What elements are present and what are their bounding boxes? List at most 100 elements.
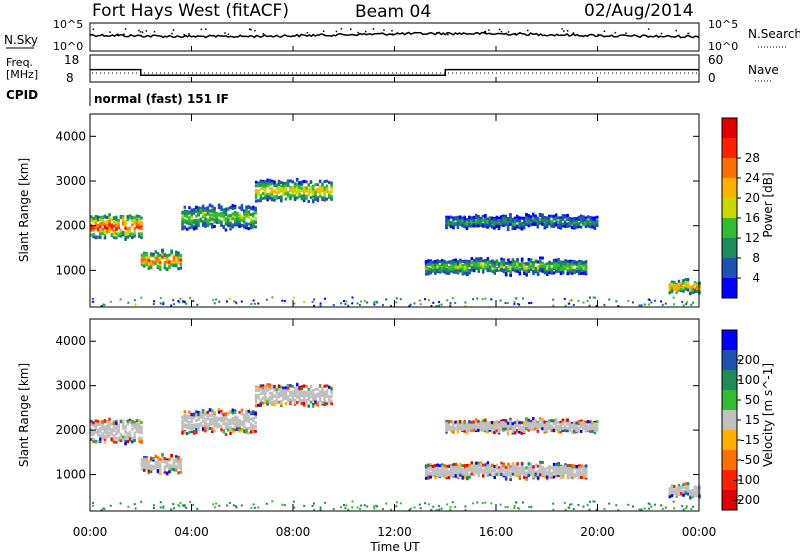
power-cell [188, 226, 191, 230]
velocity-cell [273, 388, 276, 392]
power-cell [468, 268, 471, 272]
power-cell [224, 217, 228, 221]
power-cell [696, 285, 699, 289]
power-cell [684, 280, 687, 284]
velocity-cell [183, 414, 187, 417]
power-cell [147, 267, 151, 270]
velocity-cell [245, 430, 248, 434]
power-cell [445, 219, 448, 223]
velocity-cell [291, 393, 294, 397]
power-cell [568, 302, 571, 305]
power-cell [108, 222, 111, 226]
velocity-cell [447, 427, 450, 431]
velocity-cell [298, 385, 301, 389]
velocity-cell [159, 462, 162, 466]
velocity-cell [249, 425, 253, 429]
velocity-cell [108, 434, 111, 438]
power-cell [682, 281, 685, 285]
velocity-cell [325, 392, 329, 396]
velocity-cell [156, 465, 160, 469]
velocity-cell [264, 401, 267, 405]
power-cell [513, 220, 517, 224]
power-cell [254, 208, 257, 211]
power-cell [281, 299, 284, 302]
velocity-cell [90, 438, 93, 441]
power-cell [559, 261, 563, 265]
power-cell [541, 218, 544, 222]
velocity-cell [131, 436, 134, 440]
power-cell [108, 230, 111, 233]
power-cell [190, 225, 193, 229]
power-cell [289, 179, 292, 183]
velocity-cell [520, 462, 524, 466]
velocity-cell [259, 403, 262, 407]
velocity-cell [568, 465, 572, 469]
velocity-cell [147, 463, 151, 467]
velocity-cell [314, 400, 317, 404]
velocity-cell [463, 427, 466, 431]
velocity-cell [115, 431, 118, 435]
power-cell [153, 300, 155, 303]
power-cell [518, 223, 521, 227]
velocity-cell [204, 417, 207, 421]
velocity-cell [99, 434, 102, 437]
power-cell [516, 214, 519, 218]
velocity-cell [445, 424, 448, 427]
velocity-cell [468, 428, 471, 432]
power-cell [296, 178, 299, 182]
power-cell [195, 221, 198, 225]
power-cell [172, 263, 176, 267]
velocity-cell [427, 475, 430, 479]
velocity-cell [213, 424, 216, 428]
power-cell [474, 222, 478, 225]
velocity-cell [195, 425, 198, 429]
power-cell [504, 261, 508, 265]
power-cell [493, 217, 496, 221]
velocity-cell [468, 464, 471, 468]
velocity-cell [500, 461, 503, 465]
velocity-cell [550, 474, 554, 477]
noise-search-point [153, 30, 156, 33]
power-cell [266, 184, 269, 188]
power-cell [196, 303, 199, 306]
velocity-cell [257, 396, 260, 400]
power-cell [575, 219, 578, 223]
power-cell [536, 217, 540, 221]
power-cell [527, 258, 531, 261]
velocity-cell [147, 471, 151, 475]
velocity-cell [438, 468, 442, 472]
velocity-cell [268, 387, 272, 391]
power-cell [233, 223, 237, 227]
power-cell [525, 219, 528, 223]
velocity-cell [273, 403, 276, 407]
velocity-cell [495, 429, 498, 433]
velocity-cell [459, 423, 462, 427]
velocity-cell [580, 472, 583, 476]
power-cell [493, 220, 496, 224]
power-cell [206, 211, 209, 214]
power-cell [282, 193, 285, 197]
velocity-cell [552, 462, 556, 466]
noise-search-point [675, 29, 677, 32]
velocity-cell [236, 428, 239, 432]
velocity-cell [434, 469, 437, 473]
velocity-cell [534, 474, 538, 478]
power-cell [133, 216, 136, 220]
velocity-cell [236, 418, 239, 422]
velocity-cell [190, 420, 193, 424]
power-cell [475, 263, 478, 267]
velocity-cell [484, 425, 487, 429]
velocity-cell [275, 391, 278, 395]
power-cell [112, 236, 116, 240]
power-cell [133, 299, 136, 302]
power-cell [557, 261, 560, 265]
power-cell [431, 260, 435, 264]
power-cell [670, 280, 674, 284]
power-cell [677, 279, 681, 283]
velocity-cell [138, 438, 141, 442]
power-cell [286, 191, 290, 195]
velocity-cell [474, 429, 478, 433]
velocity-cell [264, 396, 267, 399]
power-cell [647, 303, 650, 306]
power-cell [300, 194, 304, 198]
